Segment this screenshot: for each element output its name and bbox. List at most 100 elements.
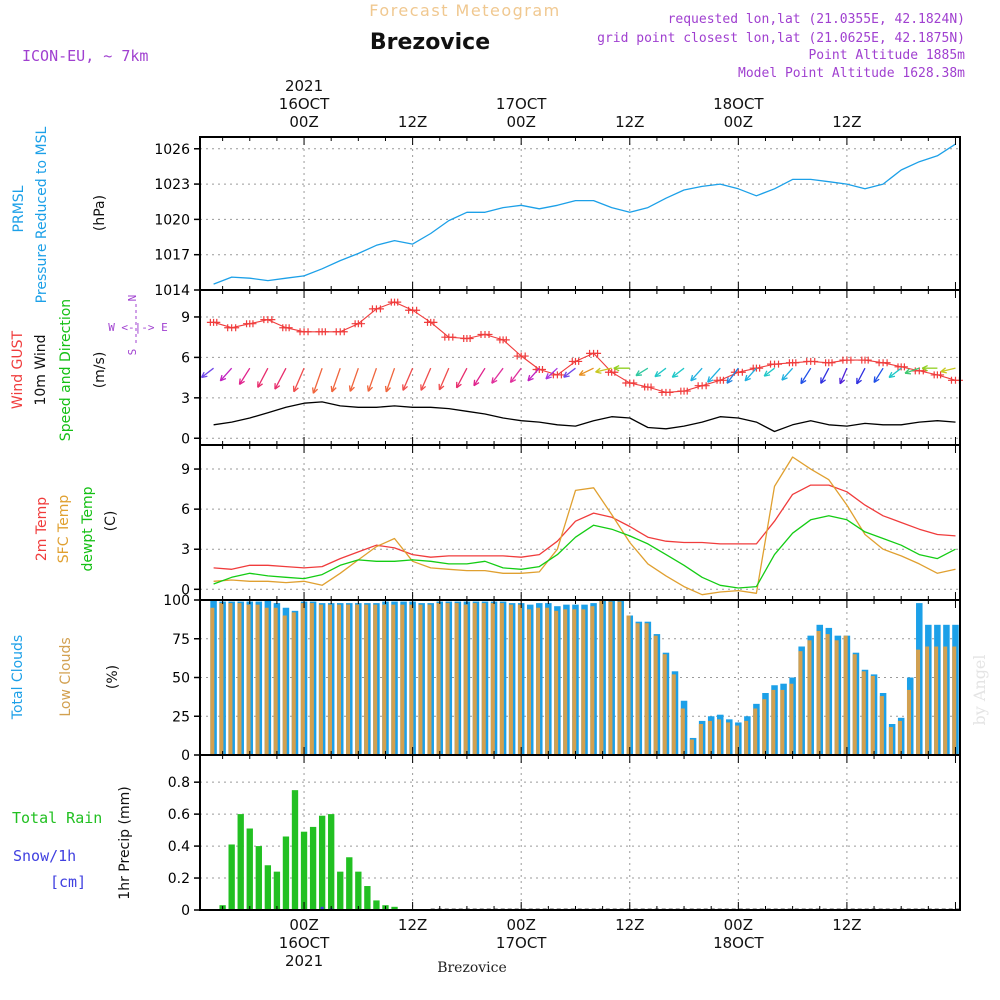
bottom-time-label: 12Z <box>615 916 644 934</box>
location-name: Brezovice <box>370 30 490 55</box>
frame-layer <box>199 136 961 911</box>
gridpoint-coords: grid point closest lon,lat (21.0625E, 42… <box>597 31 965 46</box>
wind-arrow-head <box>509 376 517 384</box>
wind-arrow-head <box>690 374 697 382</box>
bottom-day-label: 18OCT <box>713 934 764 952</box>
low-cloud-bar <box>554 610 559 755</box>
gust-marker <box>900 363 908 371</box>
y-tick-label: 6 <box>181 350 190 366</box>
wind-arrow <box>201 367 214 378</box>
wind-arrow <box>873 367 884 383</box>
wind-arrow <box>595 367 612 373</box>
gust-marker <box>430 318 438 326</box>
gust-marker <box>232 324 240 332</box>
low-cloud-bar <box>617 601 622 755</box>
wind-arrow-head <box>563 371 570 378</box>
plot-layer <box>200 143 963 910</box>
low-cloud-bar <box>472 603 477 755</box>
gust-marker <box>738 368 746 376</box>
wind-arrow <box>707 367 721 383</box>
low-cloud-bar <box>825 634 830 755</box>
top-time-label: 12Z <box>615 113 644 131</box>
low-cloud-bar <box>255 604 260 755</box>
y-tick-label: 0.6 <box>168 807 190 823</box>
low-cloud-bar <box>780 689 785 755</box>
wind-arrow-head <box>856 377 862 385</box>
watermark: by Angel <box>970 654 989 725</box>
panel-frame <box>199 754 961 911</box>
low-cloud-bar <box>572 609 577 755</box>
low-cloud-bar <box>327 604 332 755</box>
wind-arrow <box>385 367 396 393</box>
clouds-unit: (%) <box>105 665 121 689</box>
wind-arrow <box>438 367 450 391</box>
low-cloud-bar <box>246 604 251 755</box>
wind-arrow-head <box>527 374 534 382</box>
rain-bar <box>246 828 253 910</box>
low-cloud-bar <box>581 609 586 755</box>
wind-arrow <box>563 367 576 378</box>
wind-arrow-head <box>292 385 299 393</box>
gust-marker <box>575 357 583 365</box>
wind-arrow <box>820 367 830 384</box>
rain-bar <box>346 857 353 910</box>
temp2m-label: 2m Temp <box>34 497 50 561</box>
gust-marker <box>521 352 529 360</box>
wind-arrow <box>274 367 287 390</box>
gust-marker <box>321 328 329 336</box>
gust-marker <box>666 388 674 396</box>
panel4-labels: Total Clouds Low Clouds (%) <box>10 635 121 720</box>
y-tick-label: 0 <box>181 748 190 764</box>
wind-arrow <box>293 367 305 393</box>
low-cloud-bar <box>671 674 676 755</box>
gust-marker <box>249 320 257 328</box>
low-cloud-bar <box>916 649 921 755</box>
wind-arrow-head <box>219 374 227 382</box>
compass-n: N <box>126 295 139 302</box>
wind-arrow <box>420 367 432 391</box>
bottom-day-label: 17OCT <box>496 934 547 952</box>
low-clouds-label: Low Clouds <box>58 637 74 716</box>
rain-bar <box>237 814 244 910</box>
wind-arrow <box>888 367 902 378</box>
gust-marker <box>611 368 619 376</box>
wind-arrow <box>367 367 378 392</box>
wind-arrow <box>654 367 667 378</box>
low-cloud-bar <box>816 631 821 755</box>
wind-arrow-head <box>613 364 620 372</box>
wind-arrow-head <box>312 387 319 394</box>
gust-marker <box>847 356 855 364</box>
panel1-labels: PRMSL Pressure Reduced to MSL (hPa) <box>11 126 108 303</box>
rain-bar <box>309 826 317 910</box>
wind-arrow-head <box>800 377 807 385</box>
rain-bar <box>300 831 308 910</box>
low-cloud-bar <box>291 612 296 755</box>
wind-arrow <box>312 367 323 394</box>
low-cloud-bar <box>264 607 269 755</box>
rain-bar <box>373 900 380 910</box>
wind-arrow-head <box>384 385 391 393</box>
wind-arrow-head <box>545 373 552 380</box>
dewpt-label: dewpt Temp <box>80 486 96 571</box>
wind-arrow <box>545 367 558 380</box>
y-tick-label: 1020 <box>154 212 190 228</box>
low-cloud-bar <box>563 609 568 755</box>
wind-arrow-head <box>940 367 947 374</box>
wind-arrow-head <box>348 385 355 392</box>
wind-arrow-head <box>438 383 445 391</box>
low-cloud-bar <box>879 696 884 755</box>
low-cloud-bar <box>771 689 776 755</box>
gust-marker <box>413 306 421 314</box>
low-cloud-bar <box>644 623 649 755</box>
gust-marker <box>594 349 602 357</box>
gust-marker <box>213 318 221 326</box>
wind-arrow <box>904 367 920 374</box>
wind-arrow-head <box>238 378 245 386</box>
low-cloud-bar <box>870 675 875 755</box>
gust-marker <box>557 371 565 379</box>
wind-arrow-head <box>873 376 880 383</box>
y-tick-label: 50 <box>172 671 190 687</box>
gust-marker <box>538 366 546 374</box>
y-tick-label: 3 <box>181 391 190 407</box>
